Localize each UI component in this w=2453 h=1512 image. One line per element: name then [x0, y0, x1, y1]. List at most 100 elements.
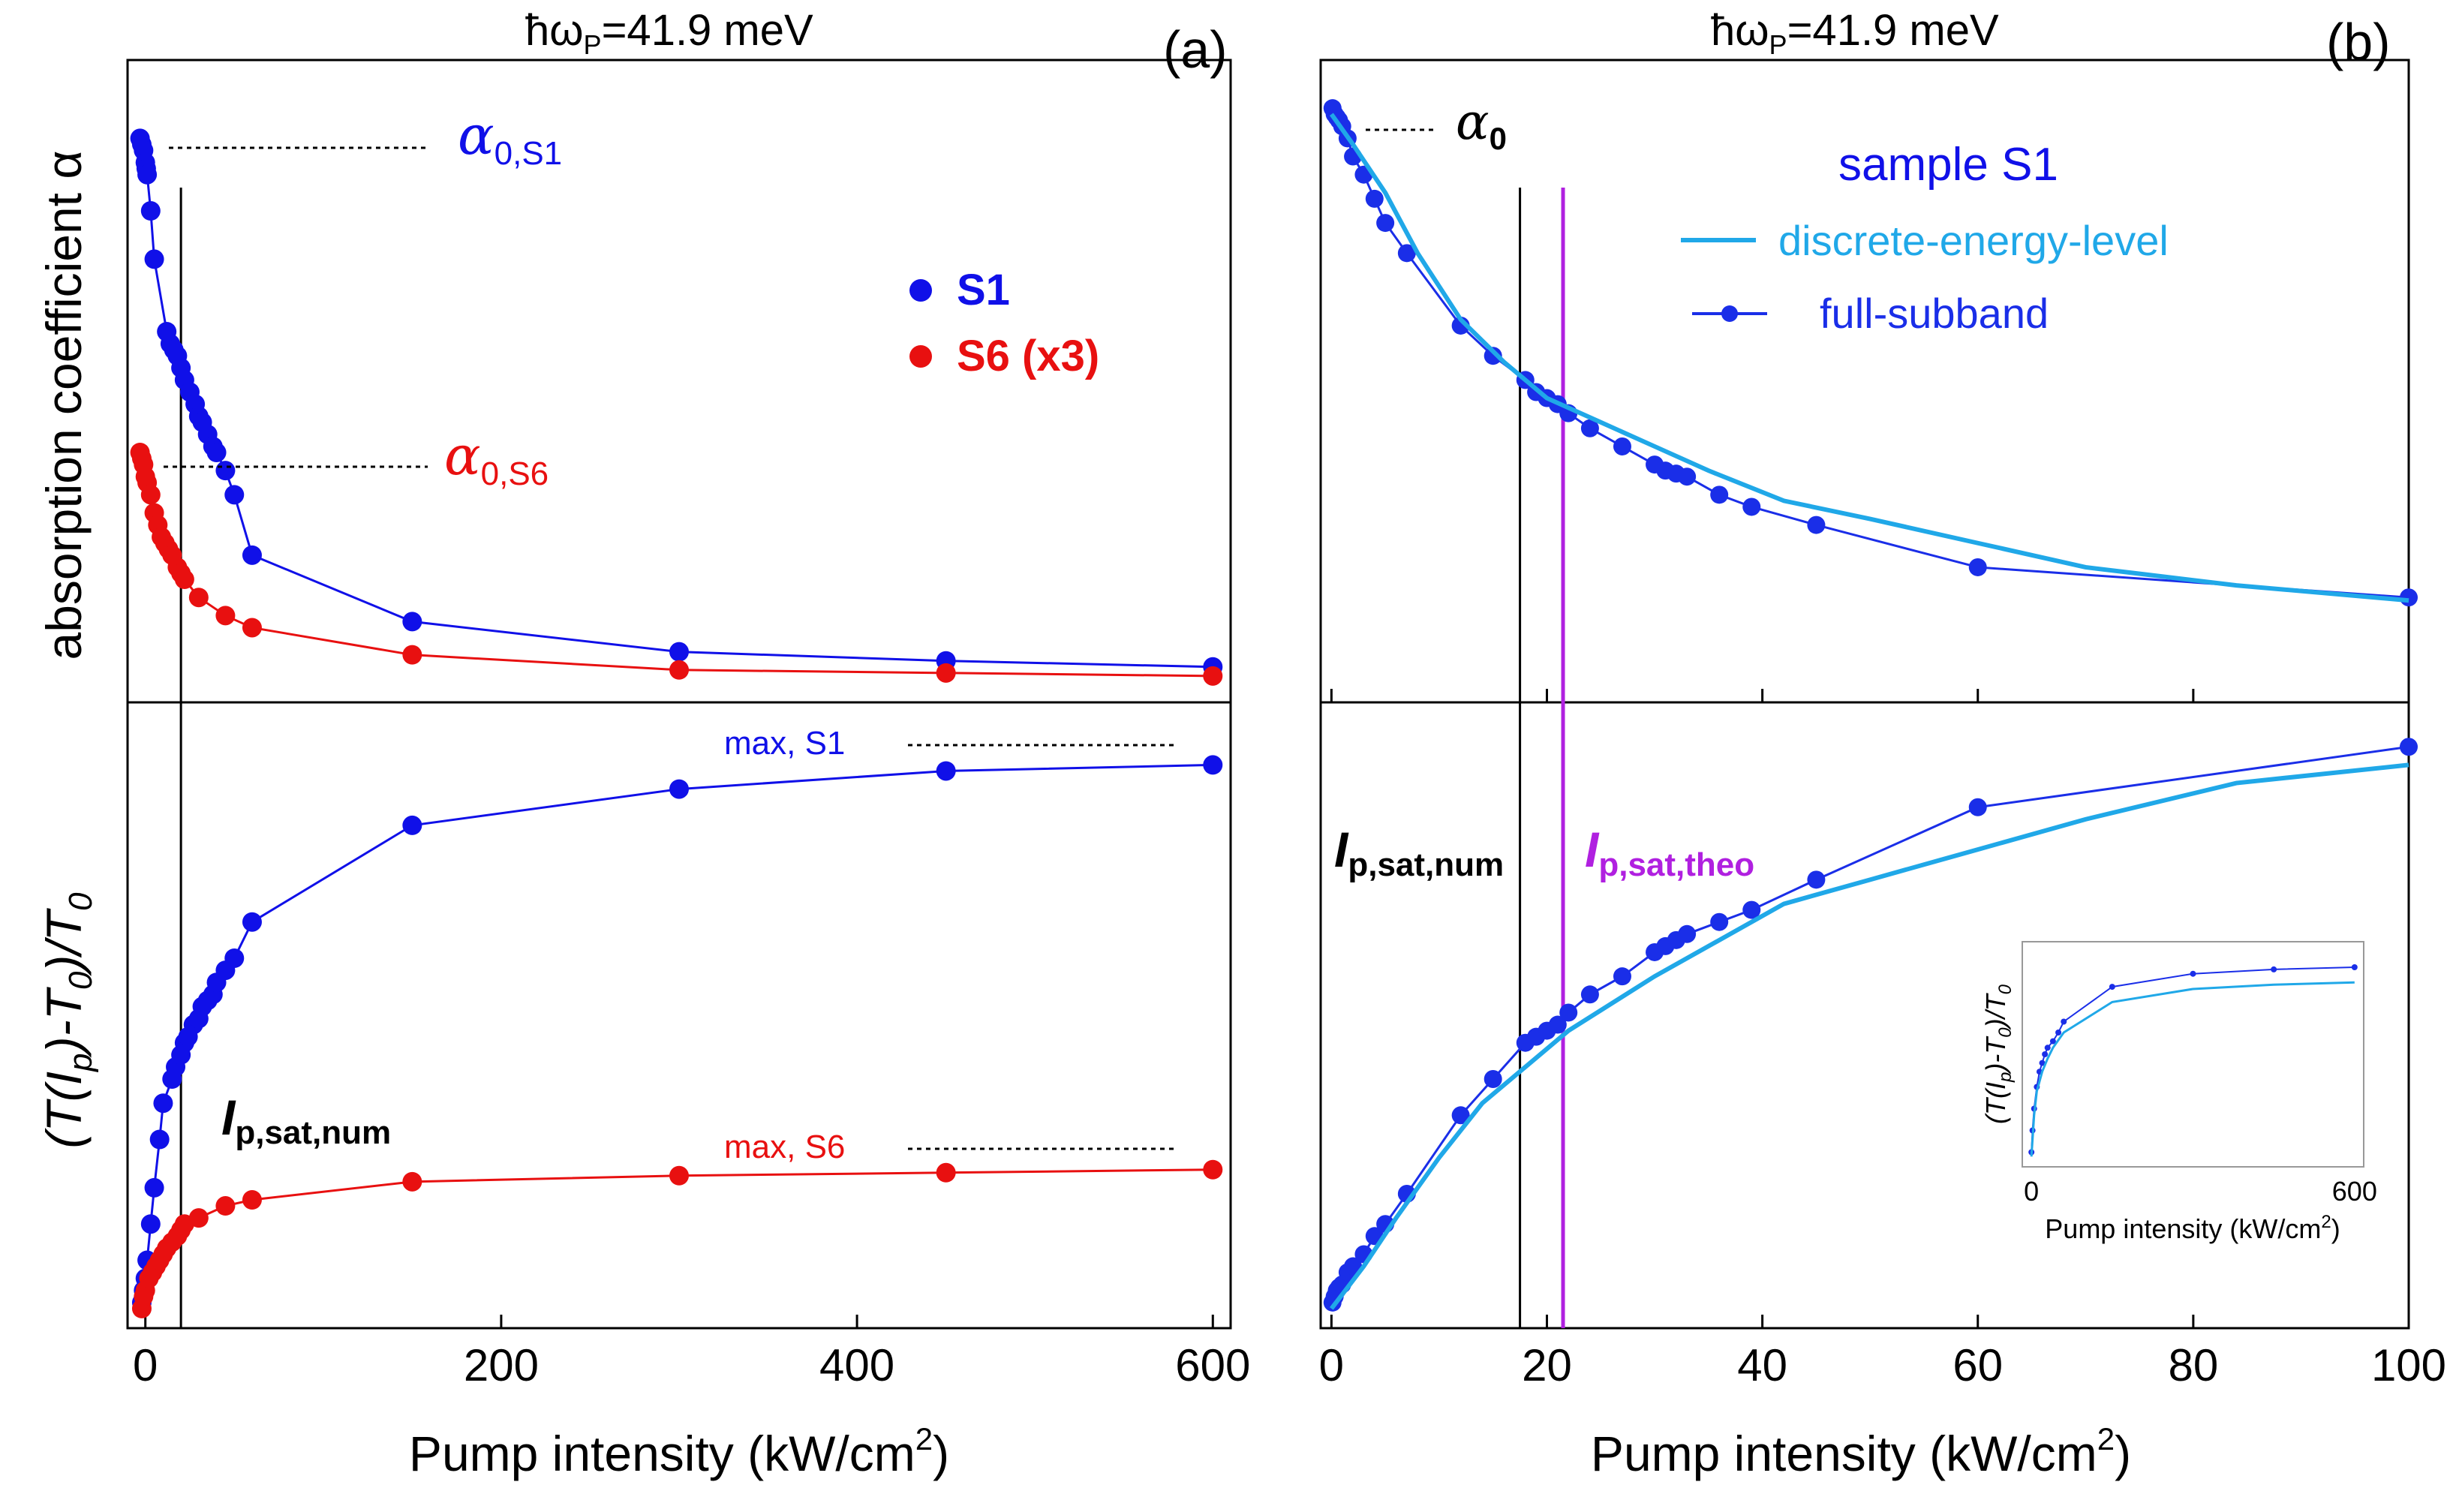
a-bottom-series-0-point-7	[153, 1093, 173, 1114]
b-top-full-subband-point-8	[1365, 189, 1384, 208]
inset-full-subband-point-8	[2049, 1038, 2056, 1045]
legend-full-label: full-subband	[1820, 290, 2049, 337]
ip-sat-num-label-a: Ip,sat,num	[221, 1090, 391, 1151]
a-bottom-series-0-point-21	[242, 912, 262, 932]
legend-b-title: sample S1	[1838, 139, 2058, 191]
a-top-series-0-point-22	[224, 485, 245, 505]
panel-a-bottom-series	[131, 755, 1223, 1318]
a-top-series-0-point-5	[137, 164, 158, 185]
a-top-series-1-point-16	[215, 606, 236, 626]
inset-full-subband-point-5	[2039, 1060, 2046, 1066]
inset-full-subband-point-13	[2271, 966, 2277, 972]
a-bottom-series-1-point-13	[188, 1208, 209, 1228]
a-top-series-1-point-20	[936, 663, 956, 683]
a-bottom-series-0-point-5	[144, 1177, 164, 1198]
a-x-tick-label-600: 600	[1175, 1340, 1250, 1390]
b-bottom-full-subband-point-17	[1559, 1003, 1578, 1022]
ip-sat-num-label-b: Ip,sat,num	[1334, 822, 1504, 883]
alpha0-label: α0	[1456, 93, 1507, 156]
b-top-full-subband-point-24	[1710, 485, 1729, 504]
b-x-tick-label-0: 0	[1319, 1340, 1344, 1390]
b-top-full-subband-point-23	[1678, 467, 1697, 486]
b-x-tick-label-20: 20	[1522, 1340, 1572, 1390]
inset-full-subband-point-11	[2109, 984, 2115, 990]
a-bottom-series-0-point-22	[402, 815, 422, 835]
inset-full-subband-point-12	[2190, 970, 2196, 977]
b-bottom-full-subband-point-28	[2400, 738, 2418, 756]
b-bottom-full-subband-point-25	[1742, 900, 1761, 919]
inset-xtick-0: 0	[2024, 1176, 2039, 1207]
inset-series	[2028, 964, 2358, 1157]
inset: (T(Ip)-T0)/T0 0 600 Pump intensity (kW/c…	[1980, 941, 2377, 1244]
panel-b-top-series	[1323, 99, 2418, 607]
a-x-tick-label-200: 200	[464, 1340, 539, 1390]
b-top-full-subband-point-25	[1742, 497, 1761, 516]
b-top-full-subband-point-12	[1484, 347, 1502, 365]
panel-b-label: (b)	[2326, 13, 2391, 71]
panel-a-label: (a)	[1163, 20, 1228, 79]
a-bottom-series-0-point-4	[140, 1214, 161, 1234]
a-top-series-0-point-20	[206, 443, 227, 462]
b-bottom-full-subband-point-19	[1613, 967, 1631, 986]
ip-sat-theo-label: Ip,sat,theo	[1585, 822, 1754, 883]
a-bottom-series-1-point-14	[215, 1196, 236, 1216]
b-bottom-full-subband-point-11	[1451, 1106, 1470, 1125]
b-bottom-full-subband-point-16	[1548, 1015, 1567, 1034]
a-top-series-0-point-6	[140, 201, 161, 221]
inset-discrete-energy-level-line	[2030, 981, 2355, 1157]
a-top-series-0-point-24	[402, 612, 422, 632]
alpha0-s6-label: α0,S6	[444, 424, 549, 492]
max-s6-label: max, S6	[724, 1129, 845, 1165]
a-top-series-0-point-21	[215, 461, 236, 481]
a-x-tick-label-0: 0	[133, 1340, 158, 1390]
a-top-series-1-point-18	[402, 645, 422, 665]
a-top-series-1-point-14	[174, 570, 194, 590]
b-x-tick-label-80: 80	[2168, 1340, 2218, 1390]
a-bottom-series-1-point-17	[669, 1165, 689, 1186]
inset-frame	[2022, 941, 2364, 1168]
b-top-full-subband-point-10	[1397, 244, 1416, 263]
panel-b-title: ħωP=41.9 meV	[1711, 6, 1999, 60]
b-bottom-full-subband-point-12	[1484, 1070, 1502, 1088]
inset-full-subband-point-10	[2061, 1018, 2067, 1025]
panel-a-top-series	[130, 128, 1223, 686]
panel-a-top-ylabel: absorption coefficient α	[36, 150, 92, 660]
a-bottom-series-0-point-24	[936, 761, 956, 781]
panel-a-title: ħωP=41.9 meV	[525, 6, 813, 60]
inset-full-subband-point-14	[2351, 964, 2358, 970]
a-bottom-series-1-point-18	[936, 1162, 956, 1183]
b-top-full-subband-point-27	[1968, 558, 1987, 576]
a-x-tick-label-400: 400	[819, 1340, 894, 1390]
b-top-full-subband-point-19	[1613, 437, 1631, 455]
a-bottom-series-1-point-16	[402, 1171, 422, 1192]
legend-s1-label: S1	[957, 266, 1010, 314]
inset-full-subband-point-9	[2055, 1030, 2062, 1036]
inset-full-subband-point-7	[2044, 1045, 2051, 1051]
a-top-series-1-point-15	[188, 588, 209, 608]
a-top-series-1-point-21	[1203, 666, 1223, 686]
panel-b-bottom-series	[1323, 738, 2418, 1312]
b-top-full-subband-point-18	[1580, 419, 1599, 437]
a-bottom-series-1-point-15	[242, 1190, 262, 1210]
a-top-series-0-line	[139, 137, 1213, 669]
alpha0-s1-label: α0,S1	[458, 104, 562, 172]
panel-a: ħωP=41.9 meV (a) absorption coefficient …	[36, 6, 1250, 1481]
panel-b: ħωP=41.9 meV (b) 0 20 40 60 80 100 Pump inten…	[1319, 6, 2446, 1481]
a-bottom-series-0-point-25	[1203, 755, 1223, 775]
a-bottom-series-1-line	[140, 1168, 1213, 1309]
b-x-tick-label-40: 40	[1737, 1340, 1787, 1390]
a-top-series-1-point-5	[140, 485, 161, 505]
b-bottom-full-subband-point-18	[1580, 985, 1599, 1004]
a-bottom-series-0-point-6	[149, 1129, 170, 1150]
a-top-series-0-point-25	[669, 642, 689, 662]
inset-xlabel: Pump intensity (kW/cm2)	[2045, 1212, 2340, 1244]
a-bottom-series-0-point-20	[224, 948, 245, 968]
max-s1-label: max, S1	[724, 725, 845, 762]
legend-s1-marker	[909, 279, 932, 302]
b-top-full-subband-point-26	[1807, 516, 1826, 534]
legend-discrete-label: discrete-energy-level	[1778, 217, 2169, 264]
panel-a-bottom-ylabel: (T(Ip)-T0)/T0	[36, 892, 99, 1149]
a-bottom-series-0-line	[140, 763, 1213, 1303]
legend-s6-marker	[909, 345, 932, 368]
